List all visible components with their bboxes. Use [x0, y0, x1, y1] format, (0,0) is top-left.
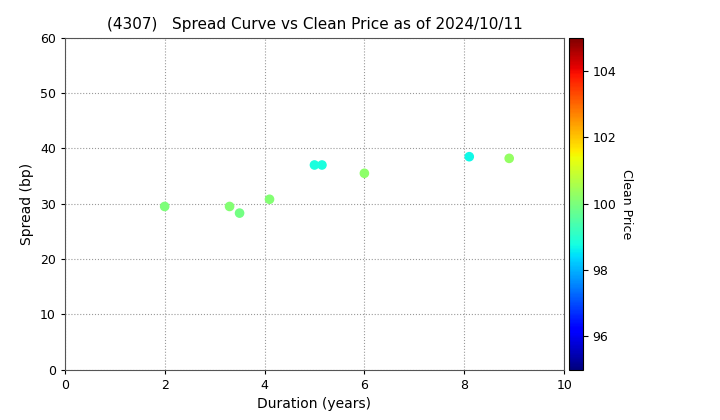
- Point: [503, 155, 515, 162]
- Y-axis label: Spread (bp): Spread (bp): [20, 163, 35, 245]
- Title: (4307)   Spread Curve vs Clean Price as of 2024/10/11: (4307) Spread Curve vs Clean Price as of…: [107, 18, 522, 32]
- Point: [264, 196, 275, 202]
- Point: [234, 210, 246, 216]
- X-axis label: Duration (years): Duration (years): [258, 397, 372, 411]
- Point: [316, 162, 328, 168]
- Y-axis label: Clean Price: Clean Price: [620, 168, 633, 239]
- Point: [359, 170, 370, 177]
- Point: [224, 203, 235, 210]
- Point: [159, 203, 171, 210]
- Point: [309, 162, 320, 168]
- Point: [464, 153, 475, 160]
